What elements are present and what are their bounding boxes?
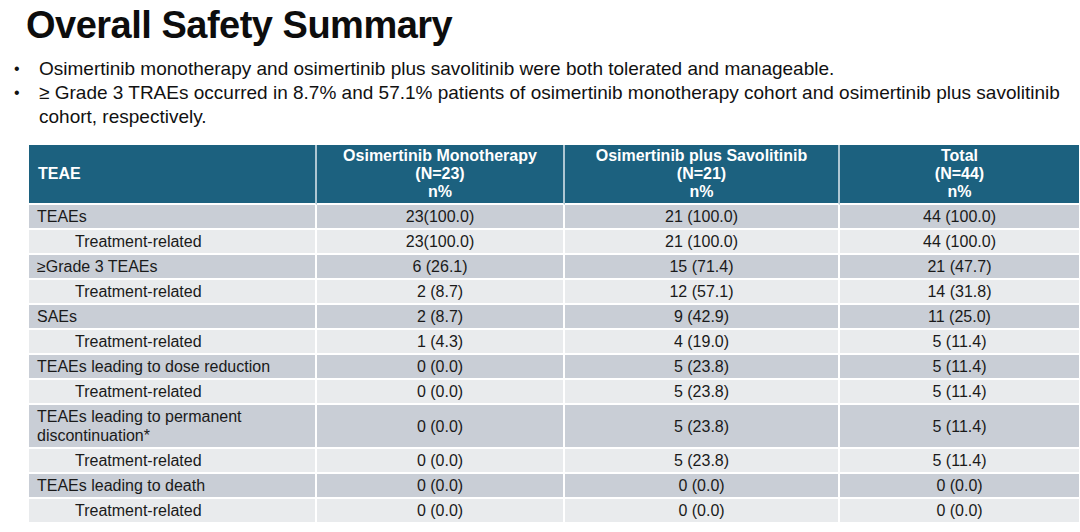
table-row: TEAEs leading to death 0 (0.0) 0 (0.0) 0…: [29, 474, 1079, 499]
total-value: 14 (31.8): [840, 280, 1079, 305]
safety-summary-table: TEAE Osimertinib Monotherapy (N=23) n% O…: [29, 145, 1079, 524]
combo-value: 5 (23.8): [565, 355, 840, 380]
total-value: 44 (100.0): [840, 230, 1079, 255]
table-row: TEAEs leading to permanent discontinuati…: [29, 405, 1079, 449]
total-value: 5 (11.4): [840, 380, 1079, 405]
combo-value: 4 (19.0): [565, 330, 840, 355]
column-header-combination: Osimertinib plus Savolitinib (N=21) n%: [565, 145, 840, 205]
mono-value: 23(100.0): [317, 205, 565, 230]
total-value: 0 (0.0): [840, 474, 1079, 499]
row-label: Treatment-related: [29, 280, 317, 305]
row-label: Treatment-related: [29, 230, 317, 255]
bullet-list: Osimertinib monotherapy and osimertinib …: [12, 57, 1072, 129]
mono-value: 0 (0.0): [317, 474, 565, 499]
row-label: Treatment-related: [29, 499, 317, 524]
table-row: Treatment-related 1 (4.3) 4 (19.0) 5 (11…: [29, 330, 1079, 355]
mono-value: 0 (0.0): [317, 449, 565, 474]
bullet-item: ≥ Grade 3 TRAEs occurred in 8.7% and 57.…: [12, 81, 1072, 129]
row-label: Treatment-related: [29, 380, 317, 405]
total-value: 5 (11.4): [840, 449, 1079, 474]
bullet-item: Osimertinib monotherapy and osimertinib …: [12, 57, 1072, 81]
total-value: 11 (25.0): [840, 305, 1079, 330]
row-label: TEAEs leading to dose reduction: [29, 355, 317, 380]
slide: Overall Safety Summary Osimertinib monot…: [0, 0, 1080, 532]
combo-value: 12 (57.1): [565, 280, 840, 305]
table-row: TEAEs leading to dose reduction 0 (0.0) …: [29, 355, 1079, 380]
combo-value: 21 (100.0): [565, 230, 840, 255]
column-header-teae: TEAE: [29, 145, 317, 205]
column-header-total: Total (N=44) n%: [840, 145, 1079, 205]
mono-value: 2 (8.7): [317, 305, 565, 330]
total-value: 5 (11.4): [840, 405, 1079, 449]
mono-value: 0 (0.0): [317, 499, 565, 524]
row-label: Treatment-related: [29, 330, 317, 355]
table-row: Treatment-related 0 (0.0) 5 (23.8) 5 (11…: [29, 449, 1079, 474]
mono-value: 1 (4.3): [317, 330, 565, 355]
table-row: ≥Grade 3 TEAEs 6 (26.1) 15 (71.4) 21 (47…: [29, 255, 1079, 280]
table-row: Treatment-related 0 (0.0) 5 (23.8) 5 (11…: [29, 380, 1079, 405]
combo-value: 21 (100.0): [565, 205, 840, 230]
row-label: ≥Grade 3 TEAEs: [29, 255, 317, 280]
row-label: TEAEs leading to permanent discontinuati…: [29, 405, 317, 449]
total-value: 44 (100.0): [840, 205, 1079, 230]
table-header-row: TEAE Osimertinib Monotherapy (N=23) n% O…: [29, 145, 1079, 205]
mono-value: 2 (8.7): [317, 280, 565, 305]
combo-value: 5 (23.8): [565, 449, 840, 474]
combo-value: 5 (23.8): [565, 380, 840, 405]
row-label: SAEs: [29, 305, 317, 330]
combo-value: 5 (23.8): [565, 405, 840, 449]
total-value: 5 (11.4): [840, 330, 1079, 355]
row-label: TEAEs: [29, 205, 317, 230]
table-row: Treatment-related 23(100.0) 21 (100.0) 4…: [29, 230, 1079, 255]
combo-value: 15 (71.4): [565, 255, 840, 280]
total-value: 0 (0.0): [840, 499, 1079, 524]
mono-value: 0 (0.0): [317, 405, 565, 449]
combo-value: 0 (0.0): [565, 499, 840, 524]
table-row: SAEs 2 (8.7) 9 (42.9) 11 (25.0): [29, 305, 1079, 330]
row-label: Treatment-related: [29, 449, 317, 474]
mono-value: 0 (0.0): [317, 380, 565, 405]
row-label: TEAEs leading to death: [29, 474, 317, 499]
total-value: 21 (47.7): [840, 255, 1079, 280]
mono-value: 23(100.0): [317, 230, 565, 255]
column-header-monotherapy: Osimertinib Monotherapy (N=23) n%: [317, 145, 565, 205]
table-row: TEAEs 23(100.0) 21 (100.0) 44 (100.0): [29, 205, 1079, 230]
table-row: Treatment-related 2 (8.7) 12 (57.1) 14 (…: [29, 280, 1079, 305]
combo-value: 0 (0.0): [565, 474, 840, 499]
table-row: Treatment-related 0 (0.0) 0 (0.0) 0 (0.0…: [29, 499, 1079, 524]
page-title: Overall Safety Summary: [26, 4, 452, 47]
mono-value: 0 (0.0): [317, 355, 565, 380]
mono-value: 6 (26.1): [317, 255, 565, 280]
total-value: 5 (11.4): [840, 355, 1079, 380]
combo-value: 9 (42.9): [565, 305, 840, 330]
